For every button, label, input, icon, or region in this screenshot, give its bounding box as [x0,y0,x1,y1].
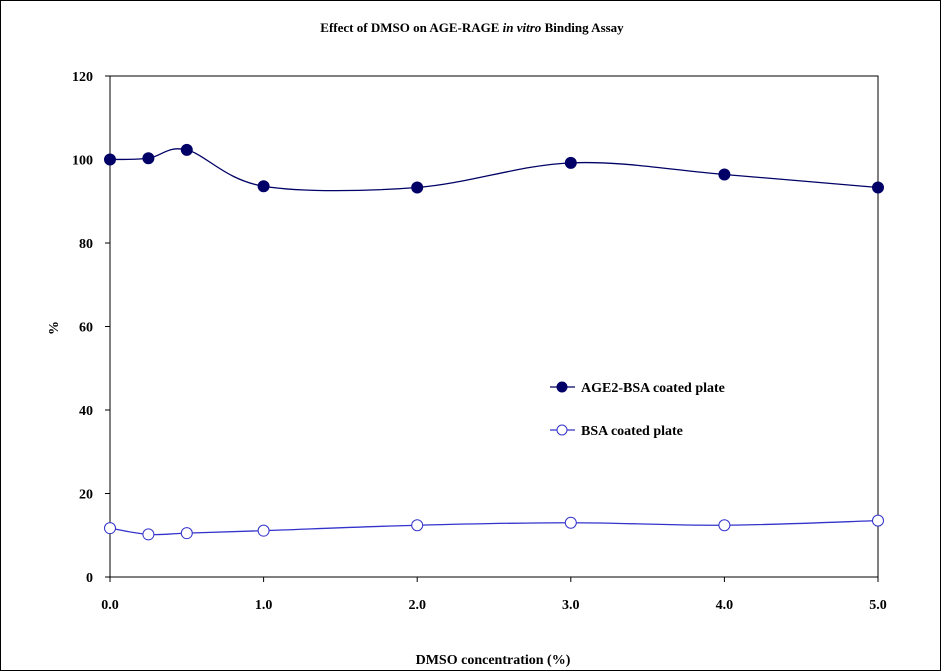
legend-marker-bsa [556,424,568,436]
series-line-age2-bsa [109,148,879,192]
data-point-age2-bsa [104,153,116,166]
y-tick-label: 100 [72,154,93,169]
y-axis-label: % [47,321,62,335]
data-point-bsa [564,516,577,529]
chart-title-part-3: Binding Assay [541,20,624,35]
series-line-bsa [109,519,879,536]
y-tick-label: 0 [86,571,93,586]
plot-area [109,75,879,578]
x-tick-label: 0.0 [101,598,119,613]
x-tick-label: 4.0 [716,598,734,613]
legend-marker-age2-bsa [556,381,568,393]
data-point-bsa [180,527,193,540]
data-point-bsa [142,528,155,541]
data-point-bsa [411,519,424,532]
legend-label-bsa: BSA coated plate [581,424,683,439]
data-point-age2-bsa [872,181,884,194]
data-point-age2-bsa [180,143,193,156]
data-point-bsa [104,522,116,535]
data-point-age2-bsa [718,168,731,181]
data-point-age2-bsa [257,180,270,193]
data-point-bsa [872,514,884,527]
y-tick-label: 120 [72,70,93,85]
x-tick-label: 2.0 [408,598,426,613]
y-tick-label: 20 [79,488,93,503]
data-point-age2-bsa [411,181,424,194]
chart-title-part-1: Effect of DMSO on AGE-RAGE [320,20,502,35]
legend: AGE2-BSA coated plate BSA coated plate [550,381,725,439]
x-tick-label: 1.0 [255,598,273,613]
x-tick-label: 3.0 [562,598,580,613]
chart-title: Effect of DMSO on AGE-RAGE in vitro Bind… [320,20,624,35]
chart-title-part-2: in vitro [503,20,542,35]
x-axis-ticks: 0.0 1.0 2.0 3.0 4.0 5.0 [101,577,887,613]
data-point-age2-bsa [142,152,155,165]
y-tick-label: 40 [79,404,93,419]
x-axis-label: DMSO concentration (%) [416,653,571,668]
data-point-bsa [718,519,731,532]
series-layer [104,143,884,541]
y-axis-ticks: 0 20 40 60 80 100 120 [72,70,110,586]
legend-label-age2-bsa: AGE2-BSA coated plate [581,381,725,396]
x-tick-label: 5.0 [869,598,887,613]
y-tick-label: 60 [79,321,93,336]
y-tick-label: 80 [79,237,93,252]
data-point-bsa [257,524,270,537]
data-point-age2-bsa [564,156,577,169]
